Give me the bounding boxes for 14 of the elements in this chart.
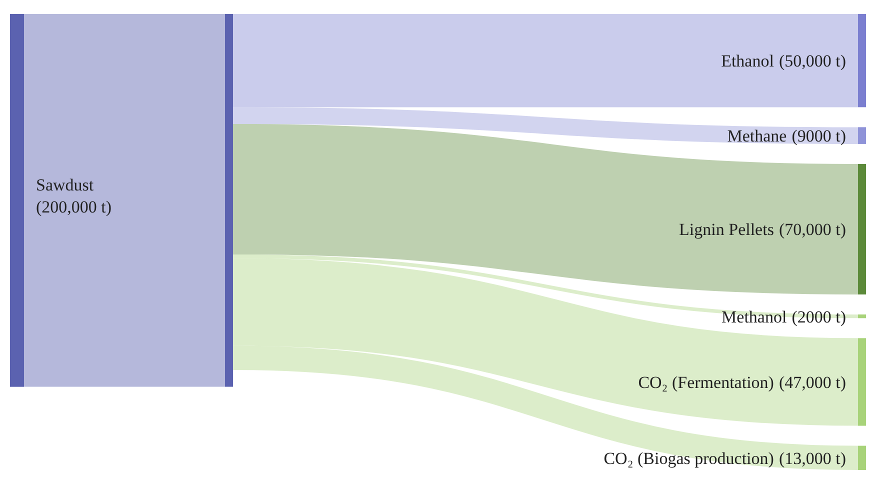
- category-label: Ethanol: [721, 52, 774, 71]
- data-label: (13,000 t): [778, 448, 846, 468]
- category-label: Methanol: [722, 307, 787, 326]
- data-label: (9000 t): [792, 126, 846, 146]
- category-label: Lignin Pellets: [679, 220, 774, 240]
- data-label: (70,000 t): [778, 220, 846, 240]
- data-label: (200,000 t): [36, 197, 112, 216]
- data-label: (50,000 t): [778, 52, 846, 71]
- data-label: (47,000 t): [778, 372, 846, 392]
- data-label: (2000 t): [792, 307, 846, 326]
- category-label: Sawdust: [36, 175, 94, 194]
- category-label: CO₂ (Biogas production): [604, 448, 774, 468]
- category-label: CO₂ (Fermentation): [638, 372, 774, 392]
- category-label: Methane: [727, 126, 787, 146]
